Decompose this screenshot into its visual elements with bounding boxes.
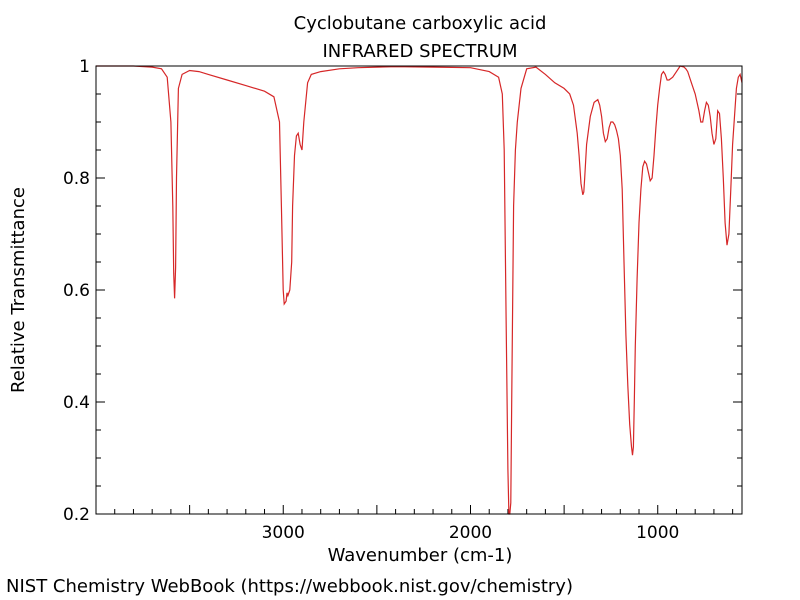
source-footer: NIST Chemistry WebBook (https://webbook.… xyxy=(6,576,573,597)
chart-subtitle: INFRARED SPECTRUM xyxy=(322,41,517,62)
x-tick-label: 3000 xyxy=(262,523,305,543)
x-axis-ticks xyxy=(114,505,734,514)
x-axis-tick-labels: 3000 2000 1000 xyxy=(262,523,680,543)
y-axis-label: Relative Transmittance xyxy=(8,187,29,393)
y-tick-label: 0.4 xyxy=(63,393,90,413)
y-tick-label: 0.8 xyxy=(63,169,90,189)
y-axis-ticks xyxy=(96,65,742,515)
spectrum-line xyxy=(96,65,743,515)
plot-frame xyxy=(95,65,743,515)
x-axis-label: Wavenumber (cm-1) xyxy=(328,545,513,566)
y-tick-label: 0.2 xyxy=(63,505,90,525)
x-tick-label: 2000 xyxy=(449,523,492,543)
x-tick-label: 1000 xyxy=(636,523,679,543)
chart-title: Cyclobutane carboxylic acid xyxy=(294,13,547,34)
y-axis-tick-labels: 1 0.8 0.6 0.4 0.2 xyxy=(63,57,90,525)
y-tick-label: 1 xyxy=(79,57,90,77)
y-tick-label: 0.6 xyxy=(63,281,90,301)
